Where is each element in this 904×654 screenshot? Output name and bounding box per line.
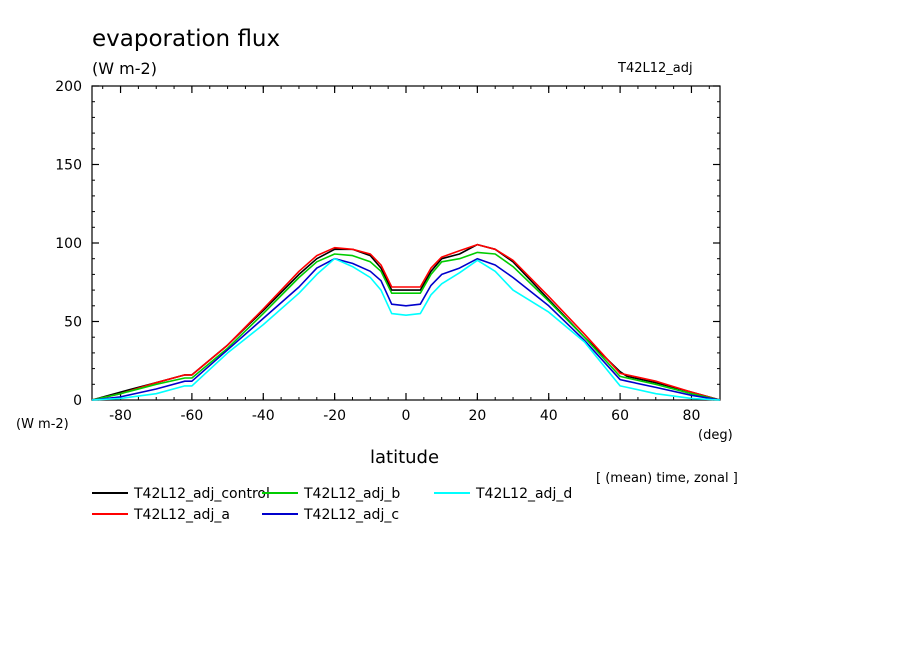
legend: T42L12_adj_control T42L12_adj_a T42L12_adj…: [92, 486, 572, 523]
axes-layer: -80 -60 -40 -20 0 20 40 60 80 0 50 100 150 200: [55, 79, 721, 424]
legend-label-T42L12_adj_d: T42L12_adj_d: [475, 486, 572, 502]
legend-label-T42L12_adj_a: T42L12_adj_a: [133, 507, 230, 523]
x-tick-label: -40: [252, 408, 275, 424]
legend-label-T42L12_adj_b: T42L12_adj_b: [303, 486, 400, 502]
x-tick-label: -60: [180, 408, 203, 424]
x-tick-label: 20: [468, 408, 486, 424]
y-tick-label: 0: [73, 393, 82, 409]
y-tick-label: 100: [55, 236, 82, 252]
series-line-T42L12_adj_control: [91, 243, 721, 401]
y-tick-label: 200: [55, 79, 82, 95]
averaging-note: [ (mean) time, zonal ]: [596, 471, 738, 486]
chart-title: evaporation flux: [92, 26, 280, 52]
x-tick-label: 40: [540, 408, 558, 424]
x-tick-label: 0: [402, 408, 411, 424]
series-line-T42L12_adj_d: [91, 257, 721, 401]
legend-label-T42L12_adj_c: T42L12_adj_c: [303, 507, 399, 523]
chart-units: (W m-2): [92, 59, 157, 78]
plot-frame: [91, 85, 721, 401]
y-tick-label: 50: [64, 315, 82, 331]
series-line-T42L12_adj_b: [91, 251, 721, 401]
y-axis-units: (W m-2): [16, 417, 69, 432]
legend-label-T42L12_adj_control: T42L12_adj_control: [133, 486, 270, 502]
x-tick-label: 80: [683, 408, 701, 424]
y-tick-label: 150: [55, 158, 82, 174]
series-line-T42L12_adj_c: [91, 257, 721, 401]
series-line-T42L12_adj_a: [91, 243, 721, 401]
x-axis-label: latitude: [370, 447, 439, 468]
x-axis-units: (deg): [698, 428, 733, 443]
x-tick-label: -20: [323, 408, 346, 424]
x-tick-label: 60: [611, 408, 629, 424]
x-tick-label: -80: [109, 408, 132, 424]
series-layer: [91, 243, 721, 401]
experiment-label: T42L12_adj: [617, 61, 693, 76]
